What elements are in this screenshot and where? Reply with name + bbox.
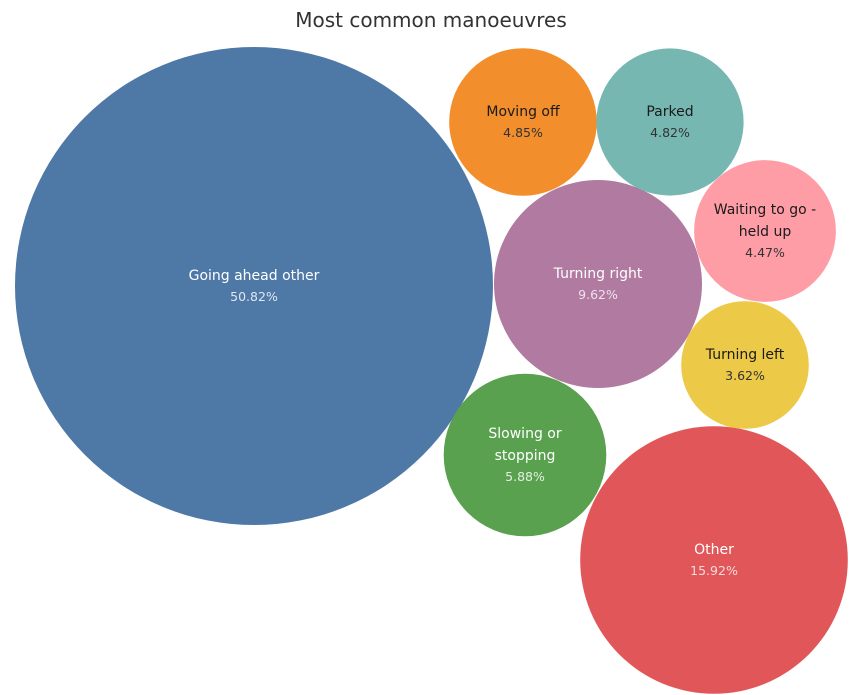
bubble-circle-other[interactable] — [580, 426, 848, 694]
bubble-label-waiting-to-go-held-up-line-2: held up — [739, 224, 792, 240]
bubble-label-waiting-to-go-held-up-line-1: Waiting to go - — [714, 202, 816, 218]
bubble-value-turning-left: 3.62% — [725, 368, 765, 383]
bubble-label-turning-left: Turning left — [705, 347, 785, 363]
bubble-moving-off[interactable]: Moving off 4.85% — [449, 48, 597, 196]
bubble-value-parked: 4.82% — [650, 125, 690, 140]
bubble-label-parked: Parked — [646, 104, 693, 120]
bubble-value-moving-off: 4.85% — [503, 125, 543, 140]
bubble-label-moving-off: Moving off — [486, 104, 560, 120]
bubble-value-other: 15.92% — [690, 563, 738, 578]
bubble-label-going-ahead-other: Going ahead other — [189, 268, 320, 284]
bubble-value-waiting-to-go-held-up: 4.47% — [745, 245, 785, 260]
bubble-waiting-to-go-held-up[interactable]: Waiting to go - held up 4.47% — [694, 160, 836, 302]
bubble-value-going-ahead-other: 50.82% — [230, 289, 278, 304]
bubble-label-turning-right: Turning right — [553, 266, 643, 282]
chart-title: Most common manoeuvres — [295, 8, 567, 32]
bubble-turning-right[interactable]: Turning right 9.62% — [494, 180, 702, 388]
bubble-going-ahead-other[interactable]: Going ahead other 50.82% — [15, 47, 493, 525]
bubble-value-turning-right: 9.62% — [578, 287, 618, 302]
bubble-circle-parked[interactable] — [596, 48, 744, 196]
bubble-circle-waiting-to-go-held-up[interactable] — [694, 160, 836, 302]
bubble-other[interactable]: Other 15.92% — [580, 426, 848, 694]
bubble-label-slowing-or-stopping-line-1: Slowing or — [488, 426, 561, 442]
bubble-value-slowing-or-stopping: 5.88% — [505, 469, 545, 484]
bubble-turning-left[interactable]: Turning left 3.62% — [681, 301, 809, 429]
bubble-circle-slowing-or-stopping[interactable] — [443, 373, 607, 537]
bubble-circle-turning-left[interactable] — [681, 301, 809, 429]
bubble-circle-moving-off[interactable] — [449, 48, 597, 196]
bubble-circle-going-ahead-other[interactable] — [15, 47, 493, 525]
bubble-slowing-or-stopping[interactable]: Slowing or stopping 5.88% — [443, 373, 607, 537]
bubble-circle-turning-right[interactable] — [494, 180, 702, 388]
bubble-label-other: Other — [694, 542, 734, 558]
bubble-label-slowing-or-stopping-line-2: stopping — [495, 448, 556, 464]
bubble-parked[interactable]: Parked 4.82% — [596, 48, 744, 196]
